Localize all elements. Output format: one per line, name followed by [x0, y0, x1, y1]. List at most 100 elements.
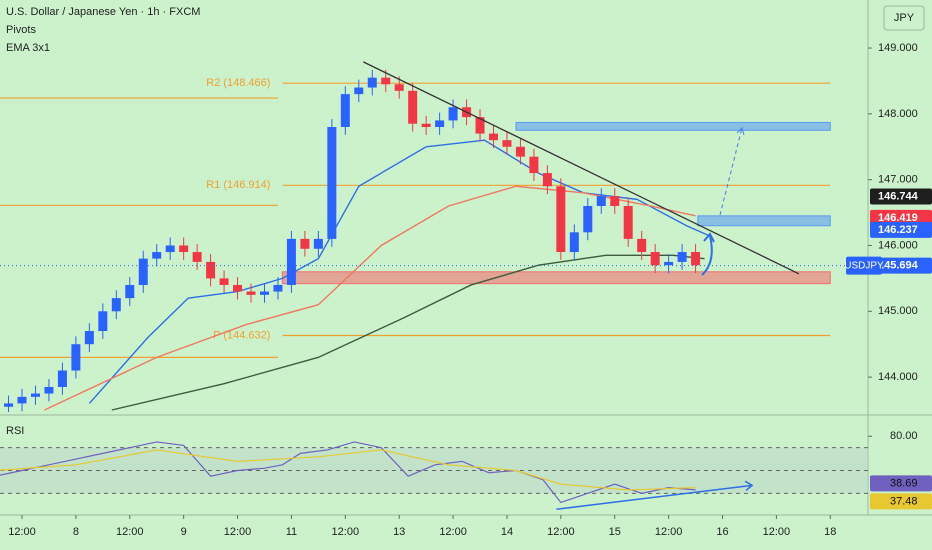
- symbol-tag: [846, 256, 882, 275]
- candle-body: [583, 205, 593, 233]
- y-tick-label: 148.000: [878, 108, 918, 120]
- candle-body: [596, 196, 606, 206]
- candle-body: [313, 238, 323, 249]
- candle-body: [664, 261, 674, 266]
- y-tick-label: 149.000: [878, 42, 918, 54]
- candle-body: [84, 331, 94, 345]
- curve-arrow: [701, 235, 713, 276]
- candle-body: [677, 252, 687, 262]
- candle-body: [179, 245, 189, 253]
- candle-body: [273, 284, 283, 292]
- y-tick-label: 147.000: [878, 174, 918, 186]
- candle-body: [488, 133, 498, 141]
- candle-body: [691, 252, 701, 266]
- x-tick-label: 12:00: [763, 526, 791, 538]
- price-badge-label: 146.237: [878, 224, 918, 236]
- candle-body: [623, 205, 633, 239]
- x-tick-label: 12:00: [116, 526, 144, 538]
- x-tick-label: 13: [393, 526, 405, 538]
- candle-body: [125, 284, 135, 299]
- pivot-label: P (144.632): [213, 329, 270, 341]
- x-tick-label: 16: [716, 526, 728, 538]
- candle-body: [246, 291, 256, 295]
- indicator: EMA 3x1: [6, 42, 50, 54]
- x-tick-label: 12:00: [547, 526, 575, 538]
- candle-body: [542, 173, 552, 187]
- pivot-label: R2 (148.466): [206, 77, 270, 89]
- x-tick-label: 12:00: [224, 526, 252, 538]
- price-badge-label: 146.419: [878, 212, 918, 224]
- candle-body: [17, 396, 27, 404]
- x-tick-label: 12:00: [439, 526, 467, 538]
- rsi-line: [0, 449, 696, 491]
- price-badge-label: 145.694: [878, 260, 919, 272]
- candle-body: [138, 258, 148, 285]
- candle-body: [367, 77, 377, 88]
- candle-body: [354, 87, 364, 95]
- candle-body: [556, 186, 566, 253]
- candle-body: [206, 261, 216, 279]
- candle-body: [569, 232, 579, 253]
- y-tick-label: 145.000: [878, 305, 918, 317]
- x-tick-label: 8: [73, 526, 79, 538]
- candle-body: [300, 238, 310, 249]
- projection-arrow: [719, 127, 743, 216]
- candle-body: [421, 123, 431, 128]
- currency: JPY: [894, 12, 915, 24]
- price-badge: [870, 257, 932, 274]
- symbol-tag-label: USDJPY: [844, 260, 884, 271]
- candle-body: [475, 117, 485, 134]
- rsi-arrow-head: [744, 480, 754, 491]
- curve-arrow-head: [703, 232, 715, 243]
- candle-body: [44, 386, 54, 394]
- candle-body: [435, 120, 445, 128]
- candle-body: [152, 252, 162, 259]
- candle-body: [381, 77, 391, 85]
- candle-body: [57, 370, 67, 387]
- price-badge-label: 146.744: [878, 190, 919, 202]
- rsi-tick-label: 80.00: [890, 430, 918, 442]
- currency-box[interactable]: [883, 5, 925, 31]
- candle-body: [71, 344, 81, 371]
- candle-body: [4, 403, 14, 407]
- x-tick-label: 9: [181, 526, 187, 538]
- candle-body: [637, 238, 647, 253]
- x-tick-label: 15: [609, 526, 621, 538]
- x-tick-label: 12:00: [332, 526, 360, 538]
- x-tick-label: 11: [286, 526, 297, 538]
- candle-body: [502, 140, 512, 147]
- candle-body: [165, 245, 175, 253]
- zone: [697, 215, 831, 227]
- rsi-trendline: [556, 484, 753, 511]
- arrow-head: [736, 127, 745, 136]
- rsi-badge: [870, 475, 932, 492]
- candle-body: [111, 298, 121, 312]
- candle-body: [219, 278, 229, 285]
- rsi-line: [0, 441, 696, 504]
- rsi-pane: [0, 441, 868, 511]
- trendline: [362, 61, 800, 275]
- rsi-title: RSI: [6, 425, 24, 437]
- candle-body: [408, 90, 418, 124]
- pivot-label: R1 (146.914): [206, 179, 270, 191]
- candle-body: [192, 252, 202, 262]
- candle-body: [448, 107, 458, 121]
- y-tick-label: 146.000: [878, 239, 918, 251]
- x-tick-label: 14: [501, 526, 513, 538]
- candle-body: [259, 291, 269, 295]
- zone: [281, 271, 831, 285]
- candle-body: [340, 94, 350, 128]
- x-tick-label: 12:00: [655, 526, 683, 538]
- price-pane: R2 (148.466) R1 (146.914) P (144.632): [0, 61, 868, 412]
- candle-body: [233, 284, 243, 292]
- candle-body: [650, 252, 660, 266]
- candle-body: [610, 196, 620, 206]
- overlay: 144.000 145.000 146.000 147.000 148.000 149.0…: [8, 42, 932, 538]
- candle-body: [394, 84, 404, 91]
- rsi-badge-label: 38.69: [890, 477, 918, 489]
- candle-body: [30, 393, 40, 397]
- x-tick-label: 18: [824, 526, 836, 538]
- zone: [515, 121, 831, 131]
- rsi-badge: [870, 493, 932, 510]
